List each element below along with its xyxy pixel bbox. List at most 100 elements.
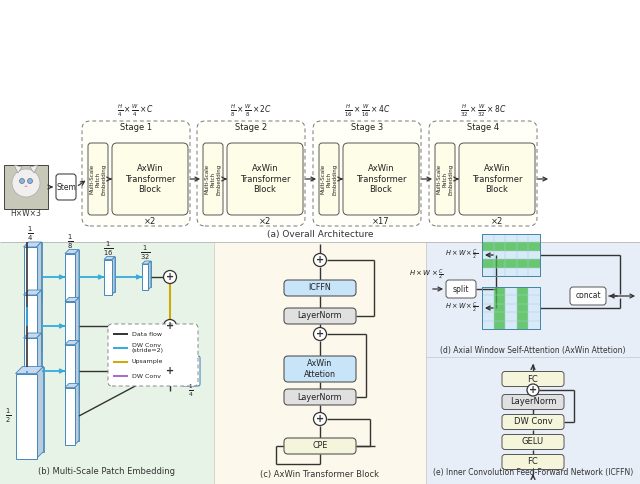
- Text: +: +: [166, 321, 174, 331]
- FancyBboxPatch shape: [284, 438, 356, 454]
- Text: Stage 1: Stage 1: [120, 123, 152, 133]
- Text: Data flow: Data flow: [132, 332, 162, 336]
- Text: $\frac{H}{8}\times\frac{W}{8}\times 2C$: $\frac{H}{8}\times\frac{W}{8}\times 2C$: [230, 103, 272, 119]
- FancyBboxPatch shape: [502, 414, 564, 429]
- Polygon shape: [36, 333, 42, 404]
- Polygon shape: [30, 165, 38, 173]
- Text: +: +: [316, 255, 324, 265]
- Text: LayerNorm: LayerNorm: [298, 393, 342, 402]
- FancyBboxPatch shape: [108, 324, 198, 386]
- Circle shape: [12, 169, 40, 197]
- Text: $H\times W\times\frac{C}{2}$: $H\times W\times\frac{C}{2}$: [445, 248, 478, 262]
- Text: +: +: [316, 414, 324, 424]
- Text: split: split: [452, 285, 469, 293]
- FancyBboxPatch shape: [446, 280, 476, 298]
- Bar: [529, 259, 540, 268]
- Bar: [482, 234, 540, 276]
- Polygon shape: [65, 383, 79, 388]
- FancyBboxPatch shape: [203, 143, 223, 215]
- Bar: [214, 242, 426, 484]
- Text: ×2: ×2: [259, 216, 271, 226]
- FancyBboxPatch shape: [435, 143, 455, 215]
- Text: Upsample: Upsample: [132, 360, 163, 364]
- Text: Stage 3: Stage 3: [351, 123, 383, 133]
- FancyBboxPatch shape: [88, 143, 108, 215]
- FancyBboxPatch shape: [319, 143, 339, 215]
- FancyBboxPatch shape: [182, 356, 200, 386]
- Polygon shape: [107, 257, 115, 291]
- FancyBboxPatch shape: [82, 121, 190, 226]
- Text: LayerNorm: LayerNorm: [509, 397, 556, 407]
- Polygon shape: [24, 333, 42, 338]
- Text: AxWin
Transformer
Block: AxWin Transformer Block: [472, 164, 522, 194]
- Polygon shape: [142, 264, 148, 290]
- Polygon shape: [22, 366, 44, 452]
- Text: concat: concat: [575, 291, 601, 301]
- Polygon shape: [24, 290, 42, 295]
- Text: $\frac{H}{16}\times\frac{W}{16}\times 4C$: $\frac{H}{16}\times\frac{W}{16}\times 4C…: [344, 103, 390, 119]
- Text: (d) Axial Window Self-Attention (AxWin Attetion): (d) Axial Window Self-Attention (AxWin A…: [440, 347, 626, 356]
- Text: Multi-Scale
Patch
Embedding: Multi-Scale Patch Embedding: [321, 164, 337, 195]
- Text: FC: FC: [527, 375, 538, 383]
- Bar: [505, 242, 517, 251]
- Polygon shape: [29, 242, 42, 302]
- Bar: [517, 242, 529, 251]
- Polygon shape: [65, 345, 75, 397]
- Text: +: +: [316, 329, 324, 339]
- Text: AxWin
Transformer
Block: AxWin Transformer Block: [356, 164, 406, 194]
- Text: H×W×3: H×W×3: [11, 210, 42, 218]
- Polygon shape: [29, 333, 42, 399]
- Polygon shape: [65, 388, 75, 444]
- FancyBboxPatch shape: [284, 308, 356, 324]
- FancyBboxPatch shape: [313, 121, 421, 226]
- Text: +: +: [166, 366, 174, 376]
- Polygon shape: [65, 249, 79, 254]
- Polygon shape: [145, 261, 151, 287]
- Bar: [517, 295, 529, 304]
- Text: $\frac{1}{8}$: $\frac{1}{8}$: [67, 232, 73, 251]
- Bar: [517, 287, 529, 295]
- Text: (b) Multi-Scale Patch Embedding: (b) Multi-Scale Patch Embedding: [38, 468, 175, 477]
- Polygon shape: [69, 341, 79, 393]
- Bar: [482, 234, 540, 276]
- Text: +: +: [166, 272, 174, 282]
- Polygon shape: [36, 290, 42, 357]
- Bar: [4, 165, 48, 209]
- Text: (a) Overall Architecture: (a) Overall Architecture: [267, 230, 373, 240]
- FancyBboxPatch shape: [502, 454, 564, 469]
- Text: DW Conv
(stride=2): DW Conv (stride=2): [132, 343, 164, 353]
- Polygon shape: [29, 290, 42, 352]
- Text: ICFFN: ICFFN: [308, 284, 332, 292]
- FancyBboxPatch shape: [284, 280, 356, 296]
- Circle shape: [163, 364, 177, 378]
- FancyBboxPatch shape: [343, 143, 419, 215]
- Text: $\frac{H}{4}\times\frac{W}{4}\times C$: $\frac{H}{4}\times\frac{W}{4}\times C$: [117, 103, 155, 119]
- FancyBboxPatch shape: [502, 394, 564, 409]
- Circle shape: [527, 384, 539, 396]
- Bar: [482, 259, 493, 268]
- Bar: [517, 304, 529, 312]
- Bar: [482, 287, 540, 329]
- FancyBboxPatch shape: [502, 435, 564, 450]
- Polygon shape: [69, 298, 79, 347]
- Circle shape: [19, 179, 24, 183]
- Polygon shape: [112, 257, 115, 294]
- Text: AxWin
Transformer
Block: AxWin Transformer Block: [125, 164, 175, 194]
- Text: FC: FC: [527, 457, 538, 467]
- Text: Stage 2: Stage 2: [235, 123, 267, 133]
- FancyBboxPatch shape: [227, 143, 303, 215]
- Polygon shape: [75, 298, 79, 350]
- Text: ×2: ×2: [144, 216, 156, 226]
- Text: CPE: CPE: [312, 441, 328, 451]
- Text: Multi-Scale
Patch
Embedding: Multi-Scale Patch Embedding: [436, 164, 453, 195]
- Text: $H\times W\times\frac{C}{2}$: $H\times W\times\frac{C}{2}$: [445, 301, 478, 315]
- FancyBboxPatch shape: [429, 121, 537, 226]
- Text: Stem: Stem: [56, 182, 76, 192]
- Polygon shape: [24, 338, 36, 404]
- Text: (e) Inner Convolution Feed-Forward Network (ICFFN): (e) Inner Convolution Feed-Forward Netwo…: [433, 468, 633, 477]
- Text: Stage 4: Stage 4: [467, 123, 499, 133]
- Polygon shape: [65, 254, 75, 301]
- Bar: [493, 259, 505, 268]
- Bar: [493, 295, 505, 304]
- Polygon shape: [75, 383, 79, 444]
